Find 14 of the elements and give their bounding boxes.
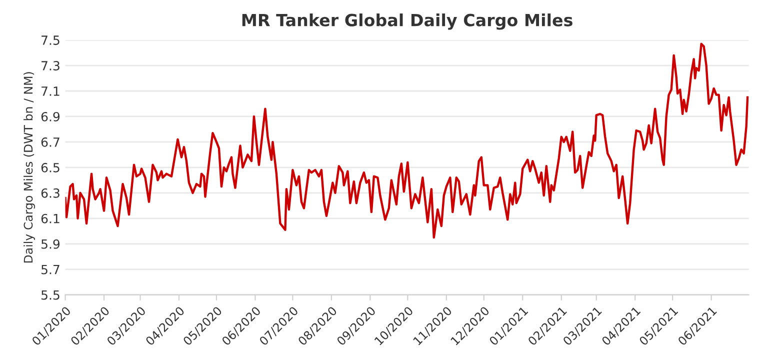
y-tick-label: 6.9: [41, 112, 60, 122]
y-axis-title: Daily Cargo Miles (DWT bn / NM): [24, 72, 35, 263]
chart-title: MR Tanker Global Daily Cargo Miles: [242, 13, 572, 30]
y-tick-label: 5.5: [42, 290, 60, 300]
y-tick-label: 7.1: [42, 86, 60, 96]
y-tick-label: 6.5: [41, 162, 60, 172]
y-tick-label: 6.7: [41, 137, 60, 147]
y-tick-label: 5.7: [42, 264, 60, 274]
y-tick-label: 5.9: [42, 239, 60, 249]
y-tick-label: 7.5: [42, 36, 60, 45]
y-tick-label: 7.3: [42, 60, 60, 70]
y-tick-label: 6.3: [41, 188, 60, 198]
line-series: [65, 42, 749, 239]
y-tick-label: 6.1: [41, 214, 60, 224]
